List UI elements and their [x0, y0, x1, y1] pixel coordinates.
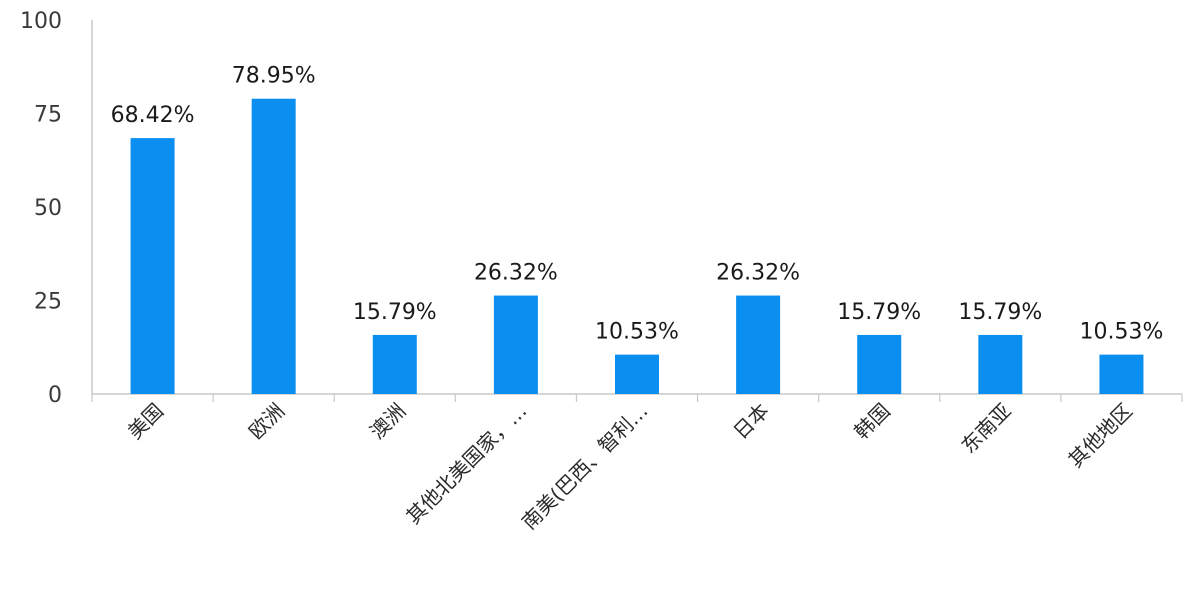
bar — [372, 334, 417, 394]
category-label: 东南亚 — [956, 399, 1015, 458]
bar — [251, 98, 296, 395]
data-label: 68.42% — [111, 103, 195, 128]
bar — [978, 334, 1023, 394]
data-label: 10.53% — [1079, 320, 1163, 345]
bar — [736, 295, 781, 394]
category-label: 其他地区 — [1063, 399, 1137, 473]
y-tick-label: 100 — [20, 9, 62, 34]
category-label: 南美(巴西、智利… — [517, 399, 653, 535]
category-label: 欧洲 — [244, 399, 289, 444]
data-label: 15.79% — [958, 300, 1042, 325]
bar — [615, 354, 659, 394]
bar — [493, 295, 538, 394]
y-axis: 0 25 50 75 100 — [20, 9, 93, 408]
category-label: 韩国 — [850, 399, 895, 444]
data-label: 10.53% — [595, 320, 679, 345]
data-label: 78.95% — [232, 64, 316, 89]
y-tick-label: 0 — [48, 383, 62, 408]
data-label: 26.32% — [474, 261, 558, 286]
category-label: 日本 — [728, 399, 773, 444]
data-labels: 68.42% 78.95% 15.79% 26.32% 10.53% 26.32% 15.7… — [111, 64, 1164, 345]
bar — [857, 334, 902, 394]
y-tick-label: 75 — [34, 103, 62, 128]
data-label: 26.32% — [716, 261, 800, 286]
bar — [1099, 354, 1144, 394]
data-label: 15.79% — [353, 300, 437, 325]
bar — [130, 138, 175, 394]
category-label: 美国 — [123, 399, 168, 444]
category-label: 澳洲 — [365, 399, 410, 444]
y-tick-label: 50 — [34, 196, 62, 221]
bars — [130, 98, 1144, 395]
y-tick-label: 25 — [34, 290, 62, 315]
data-label: 15.79% — [837, 300, 921, 325]
category-label: 其他北美国家，… — [401, 399, 531, 529]
